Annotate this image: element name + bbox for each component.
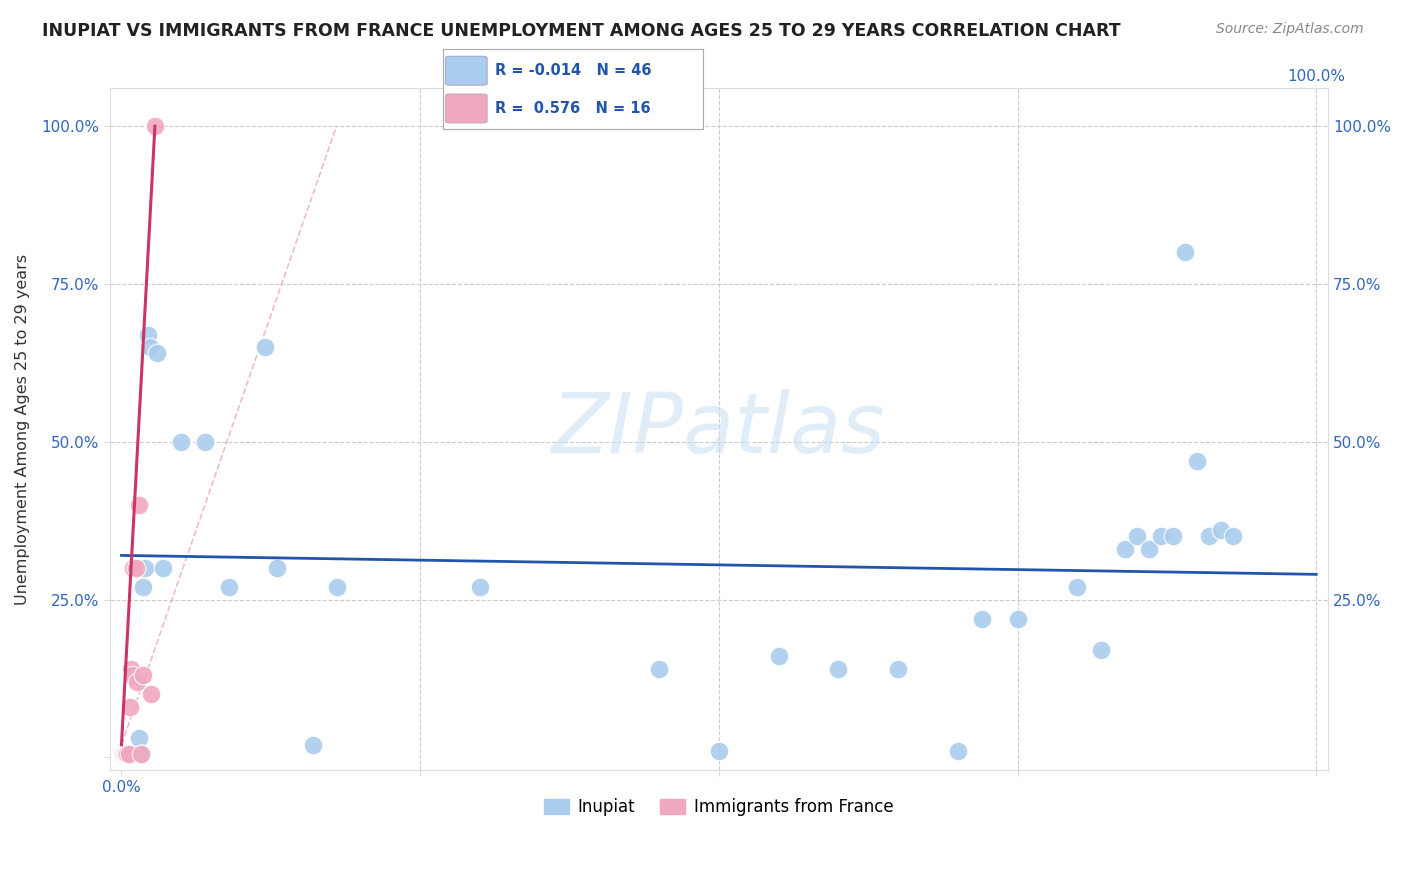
Point [1185, 454, 1208, 468]
Point [134, 561, 156, 575]
Point [132, 580, 155, 594]
Point [117, 747, 139, 762]
Point [114, 747, 136, 762]
Point [111, 747, 134, 762]
Point [146, 346, 169, 360]
Point [117, 747, 139, 762]
Point [1209, 523, 1232, 537]
Point [827, 662, 849, 676]
Point [132, 668, 155, 682]
Text: INUPIAT VS IMMIGRANTS FROM FRANCE UNEMPLOYMENT AMONG AGES 25 TO 29 YEARS CORRELA: INUPIAT VS IMMIGRANTS FROM FRANCE UNEMPL… [42, 22, 1121, 40]
Point [125, 747, 148, 762]
Point [1007, 611, 1029, 625]
Point [122, 561, 145, 575]
Point [266, 561, 288, 575]
Point [1198, 529, 1220, 543]
Point [118, 699, 141, 714]
Point [139, 340, 162, 354]
Point [120, 662, 142, 676]
Point [131, 747, 153, 762]
Point [1222, 529, 1244, 543]
Point [253, 340, 276, 354]
Text: R =  0.576   N = 16: R = 0.576 N = 16 [495, 101, 651, 116]
Point [141, 687, 163, 701]
Point [194, 434, 217, 449]
Point [970, 611, 993, 625]
Point [1090, 643, 1112, 657]
Point [120, 747, 142, 762]
Point [118, 747, 141, 762]
Point [946, 744, 969, 758]
Point [124, 747, 146, 762]
Point [1161, 529, 1184, 543]
Point [125, 674, 148, 689]
Point [1126, 529, 1149, 543]
Point [122, 747, 145, 762]
Point [136, 327, 159, 342]
Text: Source: ZipAtlas.com: Source: ZipAtlas.com [1216, 22, 1364, 37]
Point [1114, 542, 1136, 557]
Point [1150, 529, 1173, 543]
Point [117, 747, 139, 762]
Point [125, 561, 148, 575]
Point [127, 747, 149, 762]
Point [121, 668, 143, 682]
Point [707, 744, 730, 758]
FancyBboxPatch shape [446, 94, 486, 123]
Point [301, 738, 323, 752]
FancyBboxPatch shape [446, 56, 486, 86]
Point [112, 747, 135, 762]
Point [1066, 580, 1088, 594]
Text: R = -0.014   N = 46: R = -0.014 N = 46 [495, 63, 651, 78]
Point [170, 434, 193, 449]
Point [128, 731, 150, 746]
Point [128, 498, 150, 512]
Point [117, 747, 139, 762]
Text: ZIPatlas: ZIPatlas [553, 389, 886, 470]
Point [468, 580, 491, 594]
Point [218, 580, 240, 594]
Point [143, 120, 166, 134]
Point [129, 747, 152, 762]
Point [768, 649, 790, 664]
Point [152, 561, 174, 575]
Point [325, 580, 347, 594]
Point [129, 747, 152, 762]
Legend: Inupiat, Immigrants from France: Inupiat, Immigrants from France [537, 792, 900, 823]
Point [1137, 542, 1160, 557]
Point [1174, 245, 1197, 260]
Y-axis label: Unemployment Among Ages 25 to 29 years: Unemployment Among Ages 25 to 29 years [15, 253, 30, 605]
Point [887, 662, 910, 676]
Point [114, 747, 136, 762]
Point [115, 747, 138, 762]
Point [648, 662, 671, 676]
